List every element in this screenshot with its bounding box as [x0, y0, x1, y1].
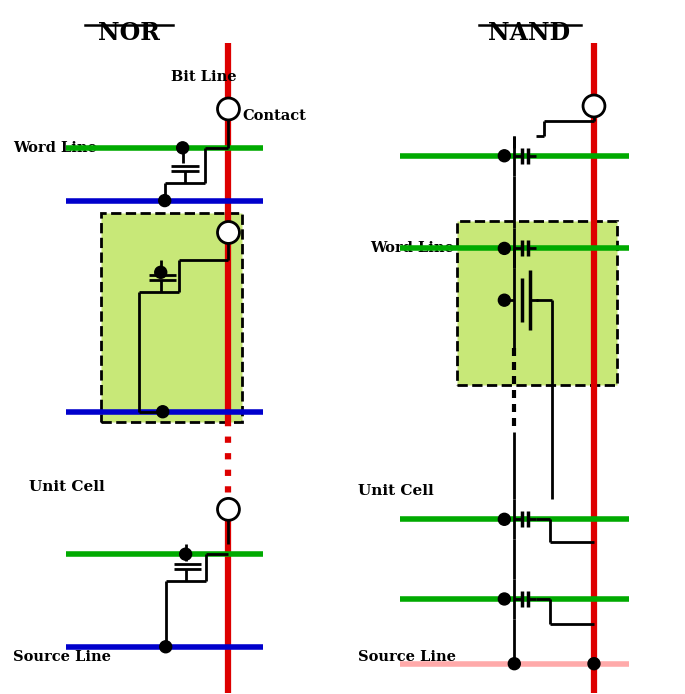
Circle shape [157, 406, 169, 418]
Text: Word Line: Word Line [13, 141, 97, 155]
Circle shape [499, 514, 510, 525]
Text: Source Line: Source Line [13, 650, 112, 663]
Circle shape [218, 498, 240, 520]
Text: Word Line: Word Line [370, 242, 453, 255]
Bar [456, 221, 617, 385]
Circle shape [499, 294, 510, 306]
Circle shape [499, 593, 510, 605]
Bar [101, 212, 242, 422]
Text: NOR: NOR [98, 22, 160, 45]
Circle shape [218, 98, 240, 120]
Circle shape [160, 641, 172, 653]
Circle shape [508, 658, 521, 670]
Text: Contact: Contact [242, 109, 306, 123]
Circle shape [155, 266, 166, 278]
Circle shape [179, 548, 192, 560]
Circle shape [499, 150, 510, 162]
Circle shape [159, 194, 171, 207]
Circle shape [218, 221, 240, 244]
Circle shape [177, 142, 188, 154]
Circle shape [588, 658, 600, 670]
Text: Unit Cell: Unit Cell [358, 484, 434, 498]
Text: Source Line: Source Line [358, 650, 456, 663]
Text: NAND: NAND [488, 22, 571, 45]
Circle shape [499, 242, 510, 255]
Circle shape [583, 95, 605, 117]
Text: Unit Cell: Unit Cell [29, 480, 105, 494]
Text: Bit Line: Bit Line [171, 70, 236, 84]
